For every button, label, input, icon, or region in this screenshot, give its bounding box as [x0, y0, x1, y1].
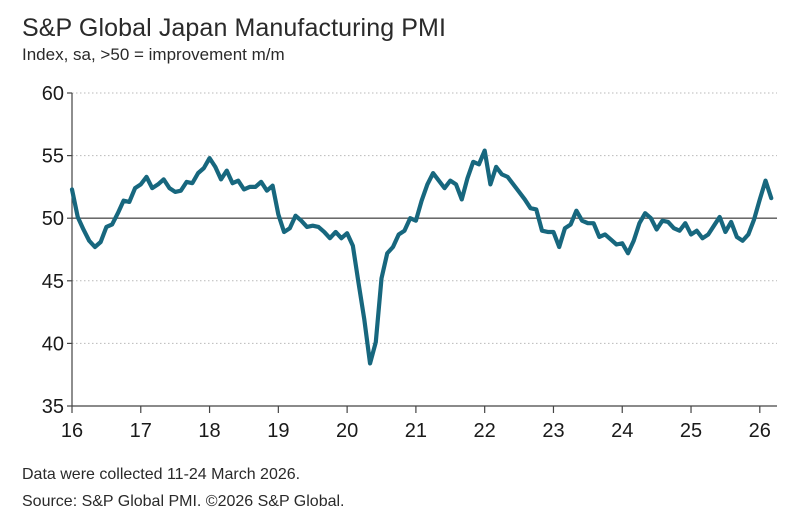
x-tick-label-20: 20	[336, 420, 358, 442]
x-tick-label-19: 19	[267, 420, 289, 442]
x-tick-label-16: 16	[61, 420, 83, 442]
axes	[67, 92, 777, 413]
chart-subtitle: Index, sa, >50 = improvement m/m	[22, 45, 285, 64]
y-tick-label-50: 50	[42, 208, 64, 230]
tick-labels: 35 40 45 50 55 60 16 17 18 19 20 21 22 23 24 25 26	[42, 83, 771, 442]
series-line-0	[69, 148, 774, 366]
x-tick-label-23: 23	[542, 420, 564, 442]
y-tick-label-60: 60	[42, 83, 64, 105]
series-layer	[69, 148, 774, 366]
y-tick-label-45: 45	[42, 271, 64, 293]
y-tick-label-35: 35	[42, 396, 64, 418]
y-tick-label-55: 55	[42, 146, 64, 168]
x-tick-label-24: 24	[611, 420, 633, 442]
chart-title: S&P Global Japan Manufacturing PMI	[22, 14, 447, 42]
x-tick-label-26: 26	[749, 420, 771, 442]
gridlines	[72, 92, 777, 344]
data-collection-note: Data were collected 11-24 March 2026.	[22, 466, 301, 483]
y-tick-label-40: 40	[42, 333, 64, 355]
x-tick-label-25: 25	[680, 420, 702, 442]
x-tick-label-22: 22	[474, 420, 496, 442]
source-note: Source: S&P Global PMI. ©2026 S&P Global…	[22, 493, 345, 510]
x-tick-label-17: 17	[130, 420, 152, 442]
x-tick-label-21: 21	[405, 420, 427, 442]
x-tick-label-18: 18	[198, 420, 220, 442]
